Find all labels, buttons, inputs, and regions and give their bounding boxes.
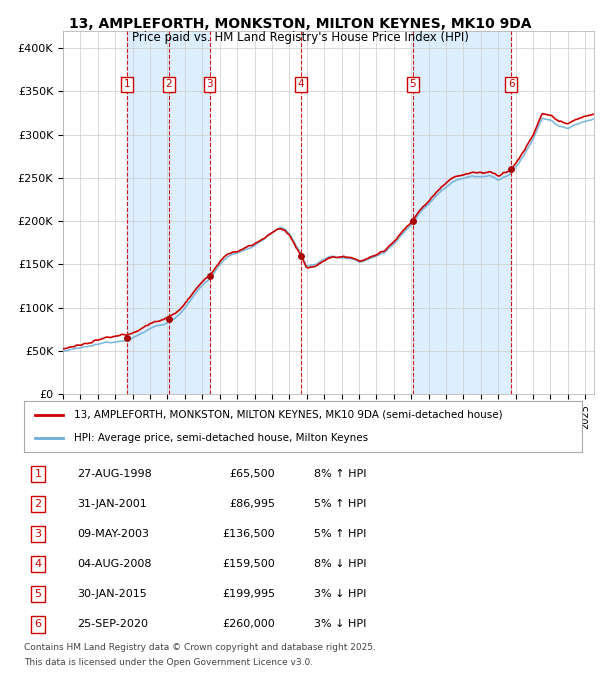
Text: £260,000: £260,000: [223, 619, 275, 629]
Text: This data is licensed under the Open Government Licence v3.0.: This data is licensed under the Open Gov…: [24, 658, 313, 666]
Text: 5% ↑ HPI: 5% ↑ HPI: [314, 529, 367, 539]
Text: 8% ↓ HPI: 8% ↓ HPI: [314, 559, 367, 569]
Text: HPI: Average price, semi-detached house, Milton Keynes: HPI: Average price, semi-detached house,…: [74, 433, 368, 443]
Text: 09-MAY-2003: 09-MAY-2003: [77, 529, 149, 539]
Text: 5: 5: [34, 589, 41, 599]
Text: 2: 2: [166, 80, 172, 89]
Text: 13, AMPLEFORTH, MONKSTON, MILTON KEYNES, MK10 9DA (semi-detached house): 13, AMPLEFORTH, MONKSTON, MILTON KEYNES,…: [74, 410, 503, 420]
Text: £136,500: £136,500: [223, 529, 275, 539]
Bar: [127, 31, 209, 394]
Text: 27-AUG-1998: 27-AUG-1998: [77, 469, 152, 479]
Text: Contains HM Land Registry data © Crown copyright and database right 2025.: Contains HM Land Registry data © Crown c…: [24, 643, 376, 651]
Text: 2: 2: [34, 499, 41, 509]
Text: 30-JAN-2015: 30-JAN-2015: [77, 589, 147, 599]
Text: 4: 4: [34, 559, 41, 569]
Text: 3: 3: [34, 529, 41, 539]
Text: 25-SEP-2020: 25-SEP-2020: [77, 619, 148, 629]
Text: 1: 1: [34, 469, 41, 479]
Text: 8% ↑ HPI: 8% ↑ HPI: [314, 469, 367, 479]
Text: 6: 6: [508, 80, 515, 89]
Text: 31-JAN-2001: 31-JAN-2001: [77, 499, 147, 509]
Text: £65,500: £65,500: [229, 469, 275, 479]
Text: Price paid vs. HM Land Registry's House Price Index (HPI): Price paid vs. HM Land Registry's House …: [131, 31, 469, 44]
Text: 3% ↓ HPI: 3% ↓ HPI: [314, 589, 367, 599]
Text: 3: 3: [206, 80, 213, 89]
Text: 04-AUG-2008: 04-AUG-2008: [77, 559, 152, 569]
Text: 3% ↓ HPI: 3% ↓ HPI: [314, 619, 367, 629]
Text: 5: 5: [409, 80, 416, 89]
Text: £86,995: £86,995: [229, 499, 275, 509]
Text: 6: 6: [34, 619, 41, 629]
Text: £199,995: £199,995: [222, 589, 275, 599]
Text: £159,500: £159,500: [223, 559, 275, 569]
Text: 13, AMPLEFORTH, MONKSTON, MILTON KEYNES, MK10 9DA: 13, AMPLEFORTH, MONKSTON, MILTON KEYNES,…: [69, 17, 531, 31]
Text: 4: 4: [298, 80, 304, 89]
Text: 5% ↑ HPI: 5% ↑ HPI: [314, 499, 367, 509]
Text: 1: 1: [124, 80, 130, 89]
Bar: [413, 31, 511, 394]
